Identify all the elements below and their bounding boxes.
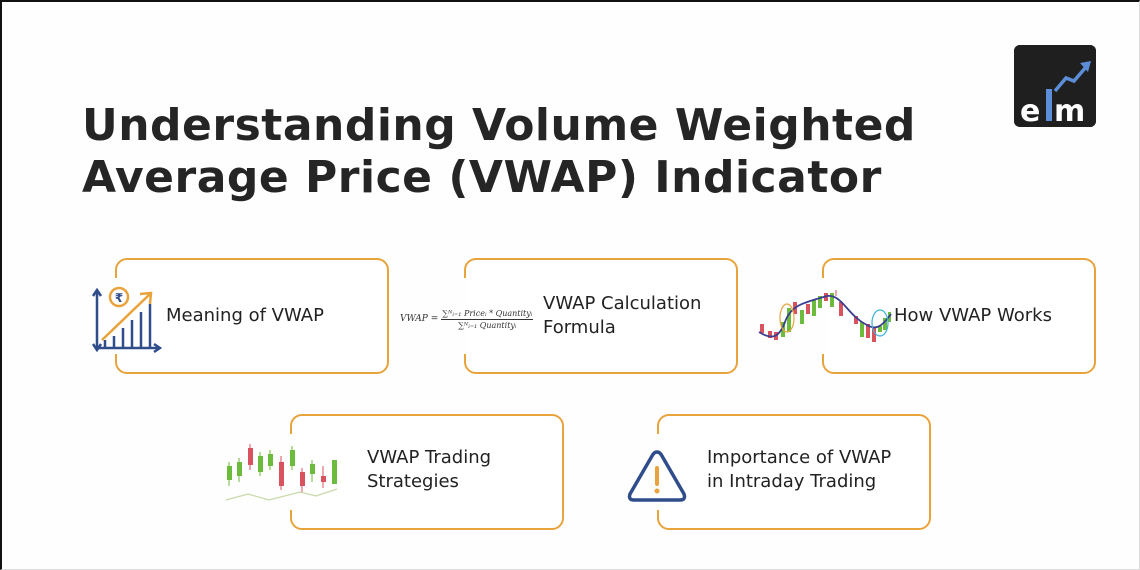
elm-logo-icon: e m: [1014, 45, 1096, 127]
svg-text:m: m: [1054, 94, 1085, 127]
rupee-growth-chart-icon: ₹: [90, 282, 163, 360]
page-title: Understanding Volume Weighted Average Pr…: [82, 100, 916, 204]
title-line-1: Understanding Volume Weighted: [82, 100, 916, 151]
card-label-line-1: VWAP Calculation: [543, 293, 702, 314]
card-label-importance-of-vwap: Importance of VWAP in Intraday Trading: [707, 446, 891, 494]
warning-triangle-icon: [626, 448, 688, 508]
card-label-line-1: VWAP Trading: [367, 447, 492, 468]
vwap-formula: VWAP = ∑ᴺᵢ₌₁ Priceᵢ * Quantityᵢ ∑ᴺᵢ₌₁ Qu…: [400, 304, 534, 334]
title-line-2: Average Price (VWAP) Indicator: [82, 152, 882, 203]
candlestick-vwap-line-icon: [757, 290, 892, 354]
formula-numerator: ∑ᴺᵢ₌₁ Priceᵢ * Quantityᵢ: [441, 308, 534, 320]
card-how-vwap-works[interactable]: [820, 258, 1096, 374]
card-vwap-calculation-formula[interactable]: [462, 258, 738, 374]
card-label-line-2: Formula: [543, 317, 616, 338]
card-label-line-2: Strategies: [367, 471, 459, 492]
card-label-meaning-of-vwap: Meaning of VWAP: [166, 305, 324, 326]
formula-denominator: ∑ᴺᵢ₌₁ Quantityᵢ: [458, 320, 517, 330]
svg-text:₹: ₹: [115, 291, 123, 305]
card-label-line-1: Importance of VWAP: [707, 447, 892, 468]
card-label-how-vwap-works: How VWAP Works: [894, 305, 1052, 326]
card-meaning-of-vwap[interactable]: [113, 258, 389, 374]
card-label-vwap-calculation-formula: VWAP Calculation Formula: [543, 292, 701, 340]
card-importance-of-vwap[interactable]: [655, 414, 931, 530]
formula-lhs: VWAP =: [400, 314, 439, 324]
elm-logo: e m: [1014, 45, 1096, 127]
card-label-line-2: in Intraday Trading: [707, 471, 877, 492]
card-label-vwap-trading-strategies: VWAP Trading Strategies: [367, 446, 491, 494]
candlestick-chart-icon: [224, 444, 344, 510]
svg-text:e: e: [1020, 94, 1040, 127]
